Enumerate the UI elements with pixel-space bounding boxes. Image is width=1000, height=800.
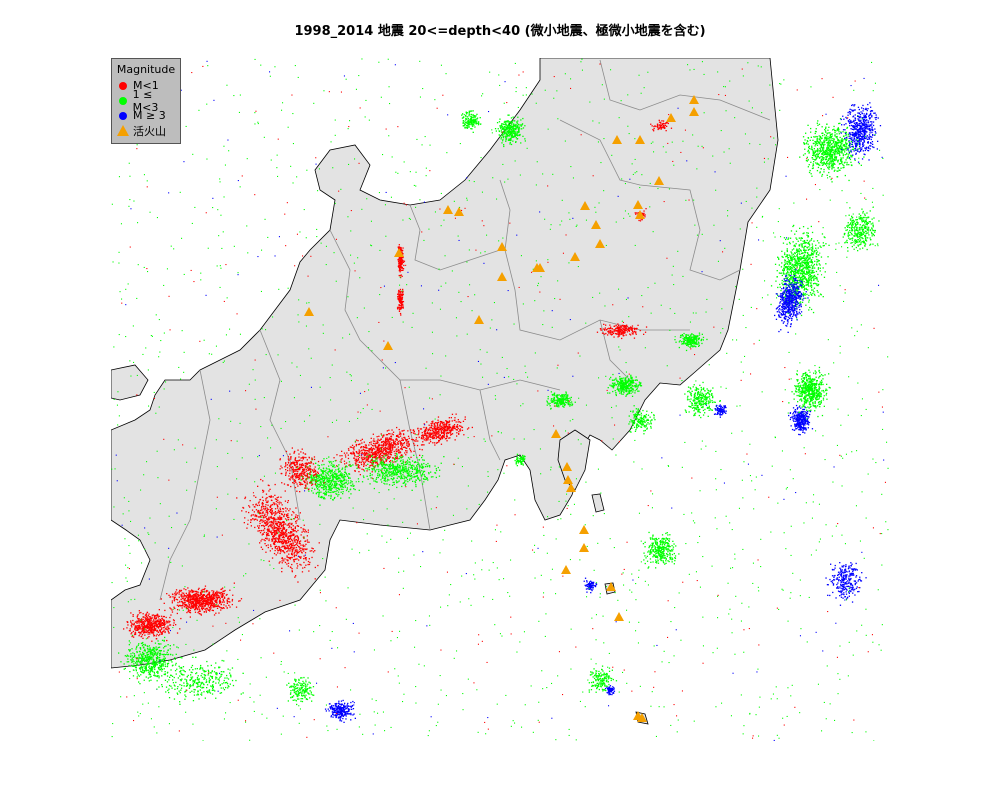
land-izu: [557, 429, 591, 491]
volcano-icon: [580, 201, 590, 210]
legend-item-m-ge-3: M ≥ 3: [112, 108, 180, 123]
volcano-icon: [579, 543, 589, 552]
volcano-icon: [689, 107, 699, 116]
legend-item-m-1-3: 1 ≤ M<3: [112, 88, 180, 114]
island-1: [591, 493, 605, 513]
legend-title: Magnitude: [116, 63, 176, 76]
volcano-icon: [443, 205, 453, 214]
volcano-icon: [637, 713, 647, 722]
volcano-icon: [612, 135, 622, 144]
volcano-icon: [497, 272, 507, 281]
volcano-icon: [579, 525, 589, 534]
volcano-icon: [383, 341, 393, 350]
legend-label: M ≥ 3: [133, 109, 166, 122]
earthquake-points: [111, 58, 889, 741]
legend-item-m-lt-1: M<1: [112, 78, 180, 93]
red-dot-icon: [119, 81, 127, 90]
volcano-icon: [454, 207, 464, 216]
volcano-icon: [474, 315, 484, 324]
volcano-icon: [551, 429, 561, 438]
map-title: 1998_2014 地震 20<=depth<40 (微小地震、極微小地震を含む…: [294, 24, 706, 39]
volcano-icon: [394, 248, 404, 257]
volcano-icon: [635, 135, 645, 144]
legend-label: 活火山: [133, 124, 166, 138]
volcano-icon: [562, 462, 572, 471]
legend-item-volcano: 活火山: [112, 123, 180, 138]
green-dot-icon: [118, 96, 127, 105]
land-shikoku: [111, 364, 149, 401]
blue-dot-icon: [119, 111, 127, 120]
volcano-markers: [304, 95, 699, 722]
prefecture-borders: [159, 59, 771, 601]
volcano-icon: [595, 239, 605, 248]
volcano-icon: [563, 475, 573, 484]
volcano-icon: [497, 242, 507, 251]
volcano-icon: [633, 200, 643, 209]
volcano-icon: [614, 612, 624, 621]
legend: Magnitude M<1 1 ≤ M<3 M ≥ 3 活火山: [111, 58, 181, 144]
volcano-icon: [561, 565, 571, 574]
land-honshu: [111, 58, 779, 669]
legend-label: 1 ≤ M<3: [132, 87, 159, 114]
volcano-icon: [635, 210, 645, 219]
volcano-icon: [304, 307, 314, 316]
volcano-icon: [570, 252, 580, 261]
volcano-icon: [591, 220, 601, 229]
volcano-icon: [666, 113, 676, 122]
legend-label: M<1: [133, 79, 159, 92]
volcano-icon: [532, 263, 542, 272]
volcano-icon: [654, 176, 664, 185]
volcano-icon: [566, 483, 576, 492]
volcano-icon: [689, 95, 699, 104]
volcano-icon: [606, 582, 616, 591]
volcano-triangle-icon: [117, 125, 129, 136]
